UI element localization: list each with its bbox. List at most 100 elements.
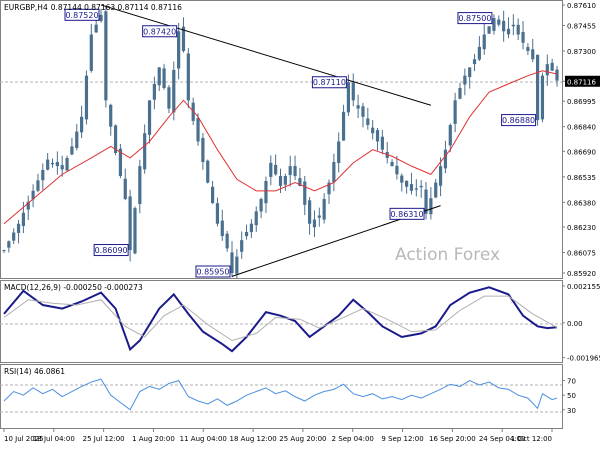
candle-body	[123, 178, 127, 200]
rsi-y-tick: 50	[567, 392, 576, 400]
x-tick-label: 16 Sep 20:00	[429, 435, 476, 443]
candle-body	[298, 178, 302, 186]
candle-body	[172, 69, 176, 113]
price-label-box	[501, 114, 537, 127]
macd-signal-line	[3, 295, 558, 342]
candle-body	[104, 11, 108, 101]
candle-body	[128, 196, 132, 251]
price-label-box	[311, 76, 347, 89]
candle-body	[240, 240, 244, 252]
price-y-tick: 0.87610	[567, 2, 596, 10]
candle-body	[7, 241, 11, 248]
x-tick-label: 9 Sep 12:00	[381, 435, 423, 443]
candle-body	[181, 26, 186, 51]
candle-body	[434, 182, 438, 198]
candle-body	[2, 250, 6, 252]
x-tick-label: 1 Aug 20:00	[132, 435, 175, 443]
candle-body	[468, 67, 472, 78]
price-label-text: 0.86090	[95, 246, 128, 255]
price-panel-frame	[0, 0, 563, 279]
candle-body	[230, 252, 234, 274]
candle-body	[438, 166, 443, 186]
candle-body	[429, 198, 433, 215]
x-tick-label: 2 Sep 04:00	[332, 435, 374, 443]
candle-body	[249, 223, 253, 233]
candle-body	[521, 31, 525, 43]
rsi-y-tick: 30	[567, 407, 576, 415]
candle-body	[332, 162, 336, 183]
candle-body	[400, 175, 404, 183]
ohlc-values: 0.87144 0.87163 0.87114 0.87116	[51, 3, 182, 12]
candle-body	[94, 24, 98, 33]
candle-body	[65, 157, 69, 171]
candle-body	[201, 137, 205, 163]
candle-body	[312, 219, 317, 228]
candle-body	[21, 212, 26, 226]
candle-body	[147, 100, 152, 135]
candle-body	[293, 166, 297, 177]
candle-body	[531, 49, 535, 60]
candle-body	[356, 105, 360, 109]
macd-group	[3, 286, 558, 353]
candle-body	[492, 18, 496, 31]
price-label-box	[389, 207, 425, 220]
candles-group	[2, 5, 559, 279]
price-y-tick: 0.86380	[567, 199, 596, 207]
price-y-tick: 0.86230	[567, 224, 596, 232]
candle-body	[89, 34, 93, 71]
macd-y-tick: -0.001965	[567, 355, 600, 363]
price-y-tick: 0.86690	[567, 148, 596, 156]
candle-body	[351, 82, 355, 101]
candle-body	[16, 223, 21, 233]
candle-body	[380, 136, 384, 150]
macd-panel-title: MACD(12,26,9) -0.000250 -0.000273	[4, 283, 143, 292]
candle-body	[264, 180, 268, 204]
rsi-group	[3, 378, 558, 411]
x-tick-label: 25 Jul 12:00	[83, 435, 125, 443]
candle-body	[516, 24, 520, 35]
candle-body	[99, 14, 103, 22]
candle-body	[177, 31, 181, 69]
candle-body	[186, 53, 190, 101]
candle-body	[152, 83, 156, 100]
candle-body	[210, 186, 215, 204]
price-label-text: 0.87500	[458, 14, 491, 23]
candle-body	[235, 256, 239, 274]
price-y-tick: 0.87116	[567, 78, 596, 86]
price-label-box	[457, 12, 493, 25]
candle-body	[167, 87, 171, 109]
x-tick-label: 24 Sep 04:00	[479, 435, 526, 443]
candle-body	[215, 203, 220, 224]
candle-body	[414, 188, 418, 190]
moving-average-group	[3, 70, 558, 225]
candle-body	[506, 28, 511, 35]
price-label-text: 0.87520	[65, 11, 98, 20]
price-label-text: 0.87110	[313, 78, 346, 87]
rsi-panel-frame	[0, 364, 563, 429]
current-price-marker	[565, 75, 600, 87]
candle-body	[346, 82, 351, 113]
watermark: Action Forex	[395, 245, 500, 265]
rsi-line	[3, 378, 558, 411]
candle-body	[55, 161, 59, 167]
candle-body	[254, 211, 258, 226]
candle-body	[405, 180, 409, 187]
candle-body	[36, 180, 40, 191]
candle-body	[361, 106, 365, 117]
candle-body	[555, 69, 559, 81]
x-tick-label: 10 Jul 2025	[4, 435, 44, 443]
price-label-box	[195, 265, 231, 278]
price-label-box	[93, 244, 129, 257]
price-y-tick: 0.86995	[567, 98, 596, 106]
price-y-tick: 0.86840	[567, 124, 596, 132]
candle-body	[308, 200, 312, 224]
price-label-text: 0.85950	[196, 268, 229, 277]
price-y-tick: 0.87455	[567, 22, 596, 30]
x-tick-label: 1 Oct 12:00	[511, 435, 552, 443]
x-tick-label: 25 Aug 20:00	[279, 435, 326, 443]
candle-body	[472, 59, 477, 65]
macd-y-tick: 0.002155	[567, 283, 600, 291]
macd-y-tick: 0.00	[567, 320, 583, 328]
candle-body	[487, 26, 491, 34]
candle-body	[113, 125, 118, 153]
